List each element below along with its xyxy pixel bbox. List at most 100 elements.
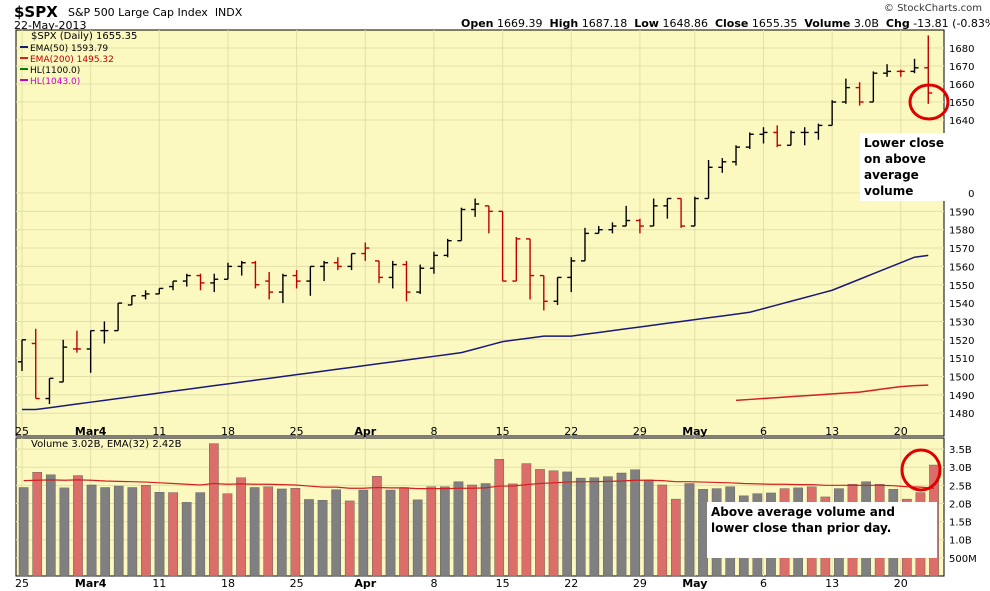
volume-bar [684, 483, 695, 577]
ohlc-bar [498, 210, 507, 282]
ohlc-bar [320, 260, 329, 282]
price-tick-label: 1640 [949, 116, 974, 127]
quote-bar: Open 1669.39 High 1687.18 Low 1648.86 Cl… [461, 17, 990, 30]
volume-bar [195, 492, 206, 577]
ohlc-bar [635, 218, 644, 234]
price-tick-label: 1530 [949, 317, 974, 328]
volume-x-tick-label: 11 [152, 577, 166, 590]
ohlc-bar [745, 132, 754, 149]
volume-bar [73, 475, 83, 577]
volume-bar [249, 487, 260, 577]
legend-title: $SPX (Daily) 1655.35 [31, 31, 137, 42]
volume-tick-label: 3.0B [949, 463, 972, 474]
price-tick-label: 1670 [949, 62, 974, 73]
ohlc-bar [649, 198, 658, 227]
close-label: Close [714, 17, 749, 30]
ohlc-bar [910, 58, 919, 74]
volume-bar [480, 483, 491, 577]
volume-bar [100, 487, 110, 577]
ohlc-bar [114, 302, 123, 332]
volume-x-tick-label: 13 [825, 577, 839, 590]
ohlc-bar [553, 276, 562, 305]
price-tick-label: 1570 [949, 244, 974, 255]
brand-link[interactable]: © StockCharts.com [883, 3, 982, 14]
ohlc-bar [594, 226, 603, 235]
volume-bar [209, 443, 219, 577]
ohlc-bar [690, 196, 699, 227]
price-tick-label: 1520 [949, 336, 974, 347]
volume-x-tick-label: 15 [496, 577, 510, 590]
ohlc-bar [608, 222, 617, 234]
ohlc-bar [59, 339, 68, 383]
ohlc-bar [402, 260, 411, 302]
ohlc-bar [155, 287, 164, 295]
volume-bar [372, 476, 382, 577]
volume-bar [276, 488, 287, 577]
ohlc-bar [278, 273, 287, 304]
volume-bar [59, 487, 70, 577]
ohlc-bar [18, 339, 26, 371]
price-x-tick-label: 13 [825, 425, 839, 438]
volume-value: 3.0B [853, 17, 879, 30]
volume-bar [507, 483, 518, 577]
price-tick-label: 1650 [949, 98, 974, 109]
volume-annotation: Above average volume and lower close tha… [707, 502, 937, 558]
low-value: 1648.86 [662, 17, 708, 30]
volume-highlight-circle [900, 448, 942, 492]
volume-bar [141, 485, 151, 577]
ohlc-bar [457, 207, 466, 242]
price-x-tick-label: May [682, 425, 707, 438]
open-value: 1669.39 [497, 17, 543, 30]
ohlc-bar [443, 238, 452, 258]
open-label: Open [461, 17, 494, 30]
chg-label: Chg [885, 17, 910, 30]
ohlc-bar [663, 197, 672, 219]
volume-ema32-line [23, 479, 935, 490]
ohlc-bar [526, 238, 535, 300]
volume-bar [399, 487, 409, 577]
ohlc-bar [869, 71, 878, 103]
volume-bar [494, 459, 505, 577]
volume-tick-label: 1.5B [949, 518, 972, 529]
ohlc-bar [416, 264, 425, 294]
price-tick-label: 1580 [949, 226, 974, 237]
ohlc-bar [31, 328, 40, 400]
ema200-line [735, 384, 929, 402]
ohlc-bar [182, 273, 191, 287]
ohlc-bar [704, 159, 713, 200]
volume-bar [317, 500, 328, 577]
ohlc-bar [223, 262, 232, 280]
volume-tick-label: 2.0B [949, 499, 972, 510]
ohlc-bar [429, 251, 438, 274]
volume-bar [154, 492, 165, 577]
legend-hl1100: HL(1100.0) [30, 66, 80, 76]
ohlc-bar [333, 257, 342, 271]
ohlc-bar [896, 69, 905, 77]
ohlc-bar [86, 329, 95, 373]
volume-bar [671, 498, 681, 577]
volume-tick-label: 1.0B [949, 536, 972, 547]
volume-bar [603, 476, 613, 577]
volume-x-tick-label: May [682, 577, 707, 590]
legend-hl1043: HL(1043.0) [30, 77, 80, 87]
ohlc-bar [924, 35, 933, 104]
price-x-tick-label: Mar4 [75, 425, 107, 438]
ohlc-bar [841, 78, 850, 104]
volume-bar [426, 486, 437, 577]
ohlc-bar [72, 330, 81, 353]
ohlc-bar [306, 265, 315, 296]
price-plot-area [15, 29, 945, 437]
ohlc-bar [196, 273, 205, 291]
ohlc-bar [347, 252, 356, 271]
legend-ema50: EMA(50) 1593.79 [30, 44, 108, 54]
price-x-tick-label: Apr [354, 425, 376, 438]
volume-bar [521, 463, 532, 577]
ohlc-bar [512, 237, 521, 282]
high-label: High [549, 17, 579, 30]
price-x-tick-label: 20 [894, 425, 908, 438]
volume-bar [562, 471, 572, 577]
volume-tick-label: 500M [949, 554, 977, 565]
ohlc-bar [375, 260, 384, 283]
ohlc-bar [127, 295, 136, 306]
price-tick-label: 1550 [949, 281, 974, 292]
